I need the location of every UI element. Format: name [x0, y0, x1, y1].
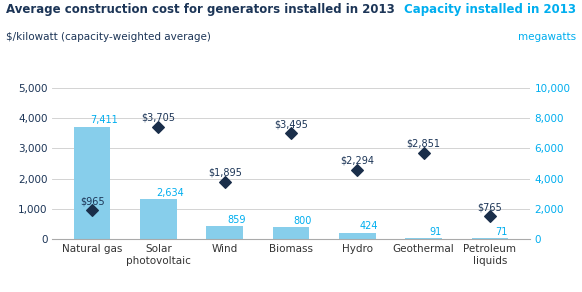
Text: 859: 859: [228, 215, 246, 225]
Bar: [405, 238, 442, 239]
Text: $2,851: $2,851: [407, 139, 441, 149]
Text: $/kilowatt (capacity-weighted average): $/kilowatt (capacity-weighted average): [6, 32, 211, 42]
Bar: [140, 199, 177, 239]
Bar: [207, 226, 243, 239]
Bar: [74, 127, 111, 239]
Point: [485, 214, 495, 218]
Point: [286, 131, 296, 136]
Point: [220, 180, 229, 184]
Bar: [339, 233, 375, 239]
Text: $3,705: $3,705: [141, 113, 175, 123]
Text: megawatts: megawatts: [518, 32, 576, 42]
Text: 91: 91: [430, 227, 442, 237]
Text: Average construction cost for generators installed in 2013: Average construction cost for generators…: [6, 3, 395, 16]
Point: [419, 150, 428, 155]
Text: 7,411: 7,411: [90, 115, 118, 125]
Bar: [273, 227, 309, 239]
Text: $2,294: $2,294: [340, 156, 374, 166]
Point: [154, 125, 163, 129]
Bar: [471, 238, 508, 239]
Point: [87, 208, 97, 213]
Text: Capacity installed in 2013: Capacity installed in 2013: [404, 3, 576, 16]
Text: 800: 800: [294, 216, 312, 226]
Text: $765: $765: [477, 202, 502, 212]
Text: $1,895: $1,895: [208, 168, 242, 178]
Text: 2,634: 2,634: [157, 188, 184, 198]
Point: [353, 167, 362, 172]
Text: $3,495: $3,495: [274, 119, 308, 129]
Text: 71: 71: [496, 227, 508, 237]
Text: 424: 424: [360, 222, 378, 232]
Text: $965: $965: [80, 196, 104, 206]
